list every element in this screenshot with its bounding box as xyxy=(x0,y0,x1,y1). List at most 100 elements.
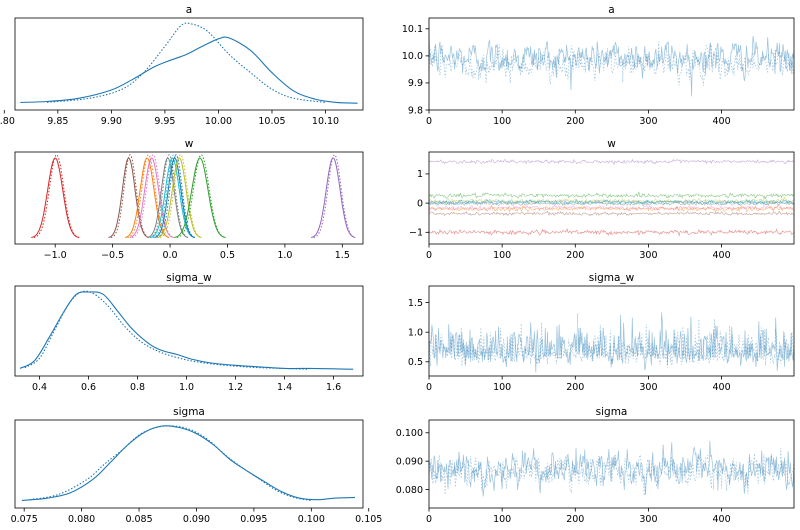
panel-density-sigma_w: sigma_w 0.4 0.6 0.8 1.0 1.2 1.4 1.6 xyxy=(14,272,364,393)
panel-trace-sigma_w: sigma_w 0 100 200 300 400 0.5 1.0 1.5 xyxy=(408,272,795,393)
y-tick-label: 10.0 xyxy=(402,51,423,62)
trace-chain-8 xyxy=(429,210,794,217)
x-tick-label: 0.080 xyxy=(68,514,95,525)
panel-density-a: a 9.80 9.85 9.90 9.95 10.00 10.05 10.10 xyxy=(0,4,364,127)
x-tick-label: 9.95 xyxy=(154,116,175,127)
panel-density-sigma: sigma 0.075 0.080 0.085 0.090 0.095 0.100 0.105 xyxy=(11,406,383,525)
x-tick-label: 300 xyxy=(639,382,657,393)
x-tick-label: 1.2 xyxy=(228,382,243,393)
trace-chain-7 xyxy=(429,204,794,213)
density-curve-w1-dotted xyxy=(110,154,150,238)
x-tick-label: −0.5 xyxy=(101,250,124,261)
x-tick-label: 0.5 xyxy=(220,250,235,261)
x-tick-label: 400 xyxy=(713,250,731,261)
panel-title: sigma xyxy=(173,406,205,418)
x-tick-label: 400 xyxy=(713,116,731,127)
x-tick-label: 9.80 xyxy=(0,116,15,127)
y-tick-label: 9.9 xyxy=(408,78,423,89)
x-tick-label: 300 xyxy=(639,116,657,127)
x-tick-label: 100 xyxy=(493,250,511,261)
density-curve-w4-dotted xyxy=(149,154,189,238)
trace-chain-1 xyxy=(429,191,794,200)
panel-frame xyxy=(428,151,795,245)
panel-frame xyxy=(14,151,364,245)
density-curve-dotted xyxy=(29,425,312,502)
panel-trace-a: a 0 100 200 300 400 9.8 9.9 10.0 10.1 xyxy=(402,4,795,127)
panel-frame xyxy=(14,285,364,377)
density-curve-w5-dotted xyxy=(152,154,195,238)
x-tick-label: 0.100 xyxy=(298,514,325,525)
trace-chain-1 xyxy=(429,41,794,86)
x-tick-label: 10.00 xyxy=(205,116,232,127)
y-tick-label: 9.8 xyxy=(408,105,423,116)
trace-chain-0 xyxy=(429,35,794,97)
x-tick-label: 0.075 xyxy=(11,514,38,525)
panel-title: sigma_w xyxy=(589,272,635,284)
x-tick-label: 400 xyxy=(713,514,731,525)
trace-chain-1 xyxy=(429,313,794,368)
y-tick-label: 0.100 xyxy=(396,428,423,439)
trace-chain-0 xyxy=(429,312,794,373)
trace-chain-6 xyxy=(429,203,794,212)
x-tick-label: 0.090 xyxy=(183,514,210,525)
x-tick-label: 200 xyxy=(566,514,584,525)
trace-chain-1 xyxy=(429,447,794,496)
density-curve-solid xyxy=(19,291,354,370)
panel-title: sigma xyxy=(596,406,628,418)
density-curve-w9-solid xyxy=(310,157,356,238)
x-tick-label: 300 xyxy=(639,514,657,525)
panel-title: w xyxy=(185,138,194,150)
x-tick-label: −1.0 xyxy=(44,250,67,261)
x-tick-label: 0.0 xyxy=(162,250,177,261)
x-tick-label: 10.05 xyxy=(258,116,285,127)
x-tick-label: 100 xyxy=(493,514,511,525)
density-curve-dotted xyxy=(47,22,326,103)
panel-trace-sigma: sigma 0 100 200 300 400 0.080 0.090 0.100 xyxy=(396,406,795,525)
y-tick-label: 1 xyxy=(417,169,423,180)
panel-title: a xyxy=(608,4,614,16)
panel-title: a xyxy=(186,4,192,16)
panel-title: sigma_w xyxy=(166,272,212,284)
density-curve-w8-dotted xyxy=(176,154,226,238)
density-curve-w2-dotted xyxy=(127,154,170,238)
y-tick-label: 0 xyxy=(417,198,423,209)
x-tick-label: 0 xyxy=(426,514,432,525)
trace-lines xyxy=(429,312,794,373)
panel-title: w xyxy=(607,138,616,150)
x-tick-label: 0.6 xyxy=(81,382,96,393)
x-tick-label: 1.4 xyxy=(277,382,292,393)
trace-chain-5 xyxy=(429,200,794,207)
panel-frame xyxy=(14,419,364,509)
panel-frame xyxy=(428,419,795,509)
panel-frame xyxy=(14,17,364,111)
x-tick-label: 0 xyxy=(426,116,432,127)
x-tick-label: 1.0 xyxy=(277,250,292,261)
panel-frame xyxy=(428,285,795,377)
x-tick-label: 0.8 xyxy=(130,382,145,393)
x-tick-label: 200 xyxy=(566,250,584,261)
trace-lines xyxy=(429,35,794,97)
y-tick-label: 1.0 xyxy=(408,327,423,338)
density-curve-w0-solid xyxy=(31,157,80,238)
density-curve-w9-dotted xyxy=(313,154,356,238)
x-tick-label: 400 xyxy=(713,382,731,393)
x-tick-label: 1.5 xyxy=(335,250,350,261)
x-tick-label: 0.085 xyxy=(125,514,152,525)
trace-chain-0 xyxy=(429,440,794,497)
y-tick-label: 1.5 xyxy=(408,298,423,309)
x-tick-label: 0 xyxy=(426,382,432,393)
density-curve-w7-dotted xyxy=(159,154,202,238)
y-tick-label: 10.1 xyxy=(402,24,423,35)
density-curve-solid xyxy=(20,36,358,104)
trace-chain-9 xyxy=(429,228,794,237)
x-tick-label: 0 xyxy=(426,250,432,261)
x-tick-label: 1.0 xyxy=(179,382,194,393)
x-tick-label: 100 xyxy=(493,116,511,127)
density-curve-w3-dotted xyxy=(131,154,175,238)
density-curve-w8-solid xyxy=(174,157,226,238)
x-tick-label: 0.095 xyxy=(240,514,267,525)
y-tick-label: 0.090 xyxy=(396,456,423,467)
panel-density-w: w −1.0 −0.5 0.0 0.5 1.0 1.5 xyxy=(14,138,364,261)
x-tick-label: 9.85 xyxy=(47,116,68,127)
